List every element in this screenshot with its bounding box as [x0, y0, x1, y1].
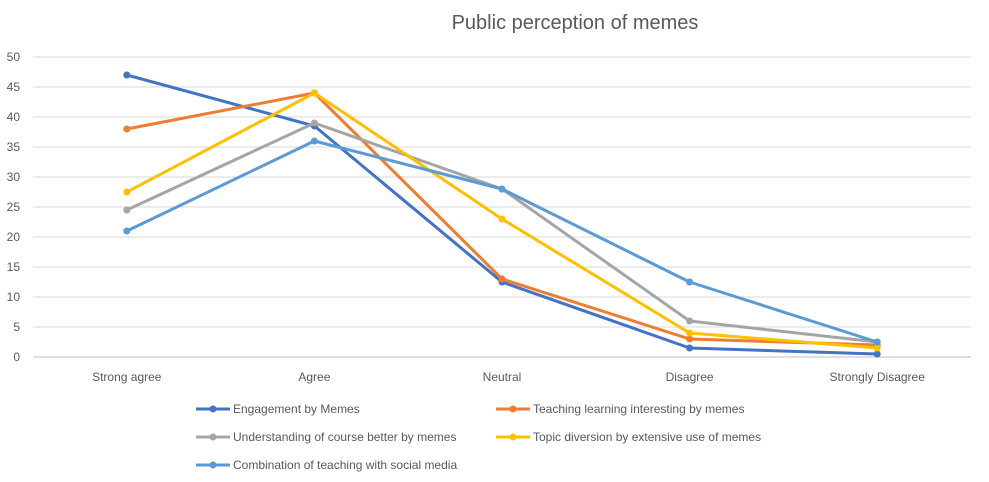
data-point: [873, 344, 881, 352]
legend-item: Topic diversion by extensive use of meme…: [496, 430, 761, 444]
legend-label: Topic diversion by extensive use of meme…: [533, 430, 761, 444]
data-point: [498, 185, 506, 193]
chart-title: Public perception of memes: [451, 12, 699, 34]
x-tick-label: Agree: [298, 370, 330, 384]
x-tick-label: Strongly Disagree: [830, 370, 926, 384]
x-axis-ticks: Strong agree Agree Neutral Disagree Strongly…: [92, 370, 925, 384]
data-point: [310, 119, 318, 127]
y-tick-label: 10: [7, 290, 21, 304]
data-point: [123, 206, 131, 214]
data-point: [123, 227, 131, 235]
data-point: [686, 335, 694, 343]
legend-swatch-marker: [509, 405, 517, 413]
data-point: [686, 278, 694, 286]
y-axis-ticks: 0 5 10 15 20 25 30 35 40 45 50: [7, 50, 21, 364]
series-lines: [123, 71, 881, 358]
x-tick-label: Disagree: [666, 370, 714, 384]
x-tick-label: Neutral: [483, 370, 522, 384]
series-3: [123, 119, 881, 346]
data-point: [123, 71, 131, 79]
y-tick-label: 30: [7, 170, 21, 184]
legend-swatch-marker: [209, 405, 217, 413]
series-line: [126, 139, 878, 344]
legend: Engagement by Memes Teaching learning int…: [196, 402, 761, 472]
y-tick-label: 35: [7, 140, 21, 154]
series-5: [123, 137, 881, 346]
legend-item: Teaching learning interesting by memes: [496, 402, 744, 416]
y-tick-label: 20: [7, 230, 21, 244]
data-point: [873, 338, 881, 346]
data-point: [498, 215, 506, 223]
y-tick-label: 0: [13, 350, 20, 364]
y-tick-label: 25: [7, 200, 21, 214]
data-point: [123, 125, 131, 133]
data-point: [498, 275, 506, 283]
data-point: [123, 188, 131, 196]
legend-label: Understanding of course better by memes: [233, 430, 456, 444]
y-tick-label: 15: [7, 260, 21, 274]
y-tick-label: 40: [7, 110, 21, 124]
y-tick-label: 50: [7, 50, 21, 64]
data-point: [873, 350, 881, 358]
data-point: [686, 344, 694, 352]
legend-swatch-marker: [209, 433, 217, 441]
legend-item: Understanding of course better by memes: [196, 430, 456, 444]
legend-label: Combination of teaching with social medi…: [233, 458, 457, 472]
data-point: [310, 137, 318, 145]
legend-item: Engagement by Memes: [196, 402, 360, 416]
series-4: [123, 89, 881, 352]
series-1: [123, 71, 881, 358]
legend-swatch-marker: [209, 461, 217, 469]
x-tick-label: Strong agree: [92, 370, 162, 384]
data-point: [686, 317, 694, 325]
legend-label: Engagement by Memes: [233, 402, 360, 416]
legend-swatch-marker: [509, 433, 517, 441]
y-tick-label: 5: [13, 320, 20, 334]
data-point: [310, 89, 318, 97]
legend-label: Teaching learning interesting by memes: [533, 402, 744, 416]
series-line: [126, 121, 878, 344]
y-tick-label: 45: [7, 80, 21, 94]
data-point: [686, 329, 694, 337]
legend-item: Combination of teaching with social medi…: [196, 458, 457, 472]
